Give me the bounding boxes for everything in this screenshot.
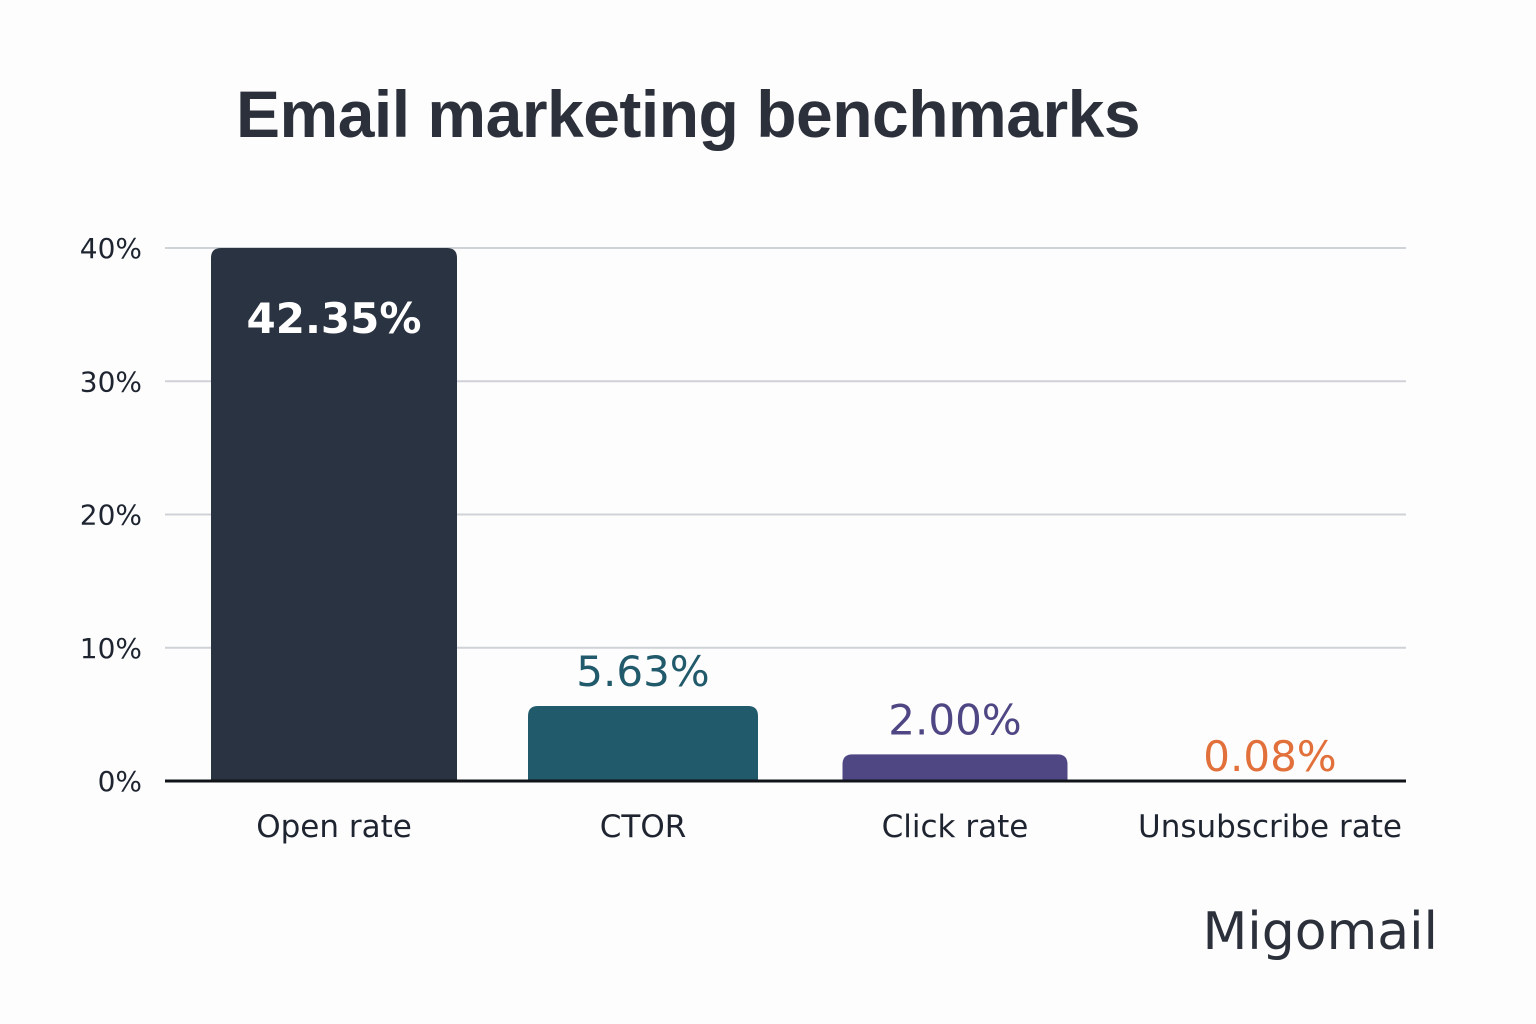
y-tick-label: 20% bbox=[80, 499, 142, 532]
y-axis-ticks: 0% 10% 20% 30% 40% bbox=[80, 232, 142, 798]
brand-watermark: Migomail bbox=[1202, 902, 1438, 962]
y-tick-label: 40% bbox=[80, 232, 142, 265]
y-tick-label: 30% bbox=[80, 365, 142, 398]
chart-title: Email marketing benchmarks bbox=[236, 77, 1141, 151]
bar-click-rate bbox=[842, 754, 1068, 781]
y-tick-label: 10% bbox=[80, 632, 142, 665]
x-tick-label: Unsubscribe rate bbox=[1138, 809, 1402, 845]
x-axis-labels: Open rate CTOR Click rate Unsubscribe rate bbox=[256, 809, 1402, 845]
value-labels: 42.35% 5.63% 2.00% 0.08% bbox=[247, 294, 1337, 781]
value-label: 0.08% bbox=[1203, 732, 1336, 781]
x-tick-label: Click rate bbox=[882, 809, 1029, 845]
value-label: 42.35% bbox=[247, 294, 422, 343]
bar-open-rate bbox=[211, 248, 457, 781]
x-tick-label: Open rate bbox=[256, 809, 412, 845]
y-tick-label: 0% bbox=[98, 765, 142, 798]
bar-ctor bbox=[528, 705, 758, 781]
value-label: 2.00% bbox=[888, 695, 1021, 744]
x-tick-label: CTOR bbox=[600, 809, 687, 845]
value-label: 5.63% bbox=[576, 647, 709, 696]
